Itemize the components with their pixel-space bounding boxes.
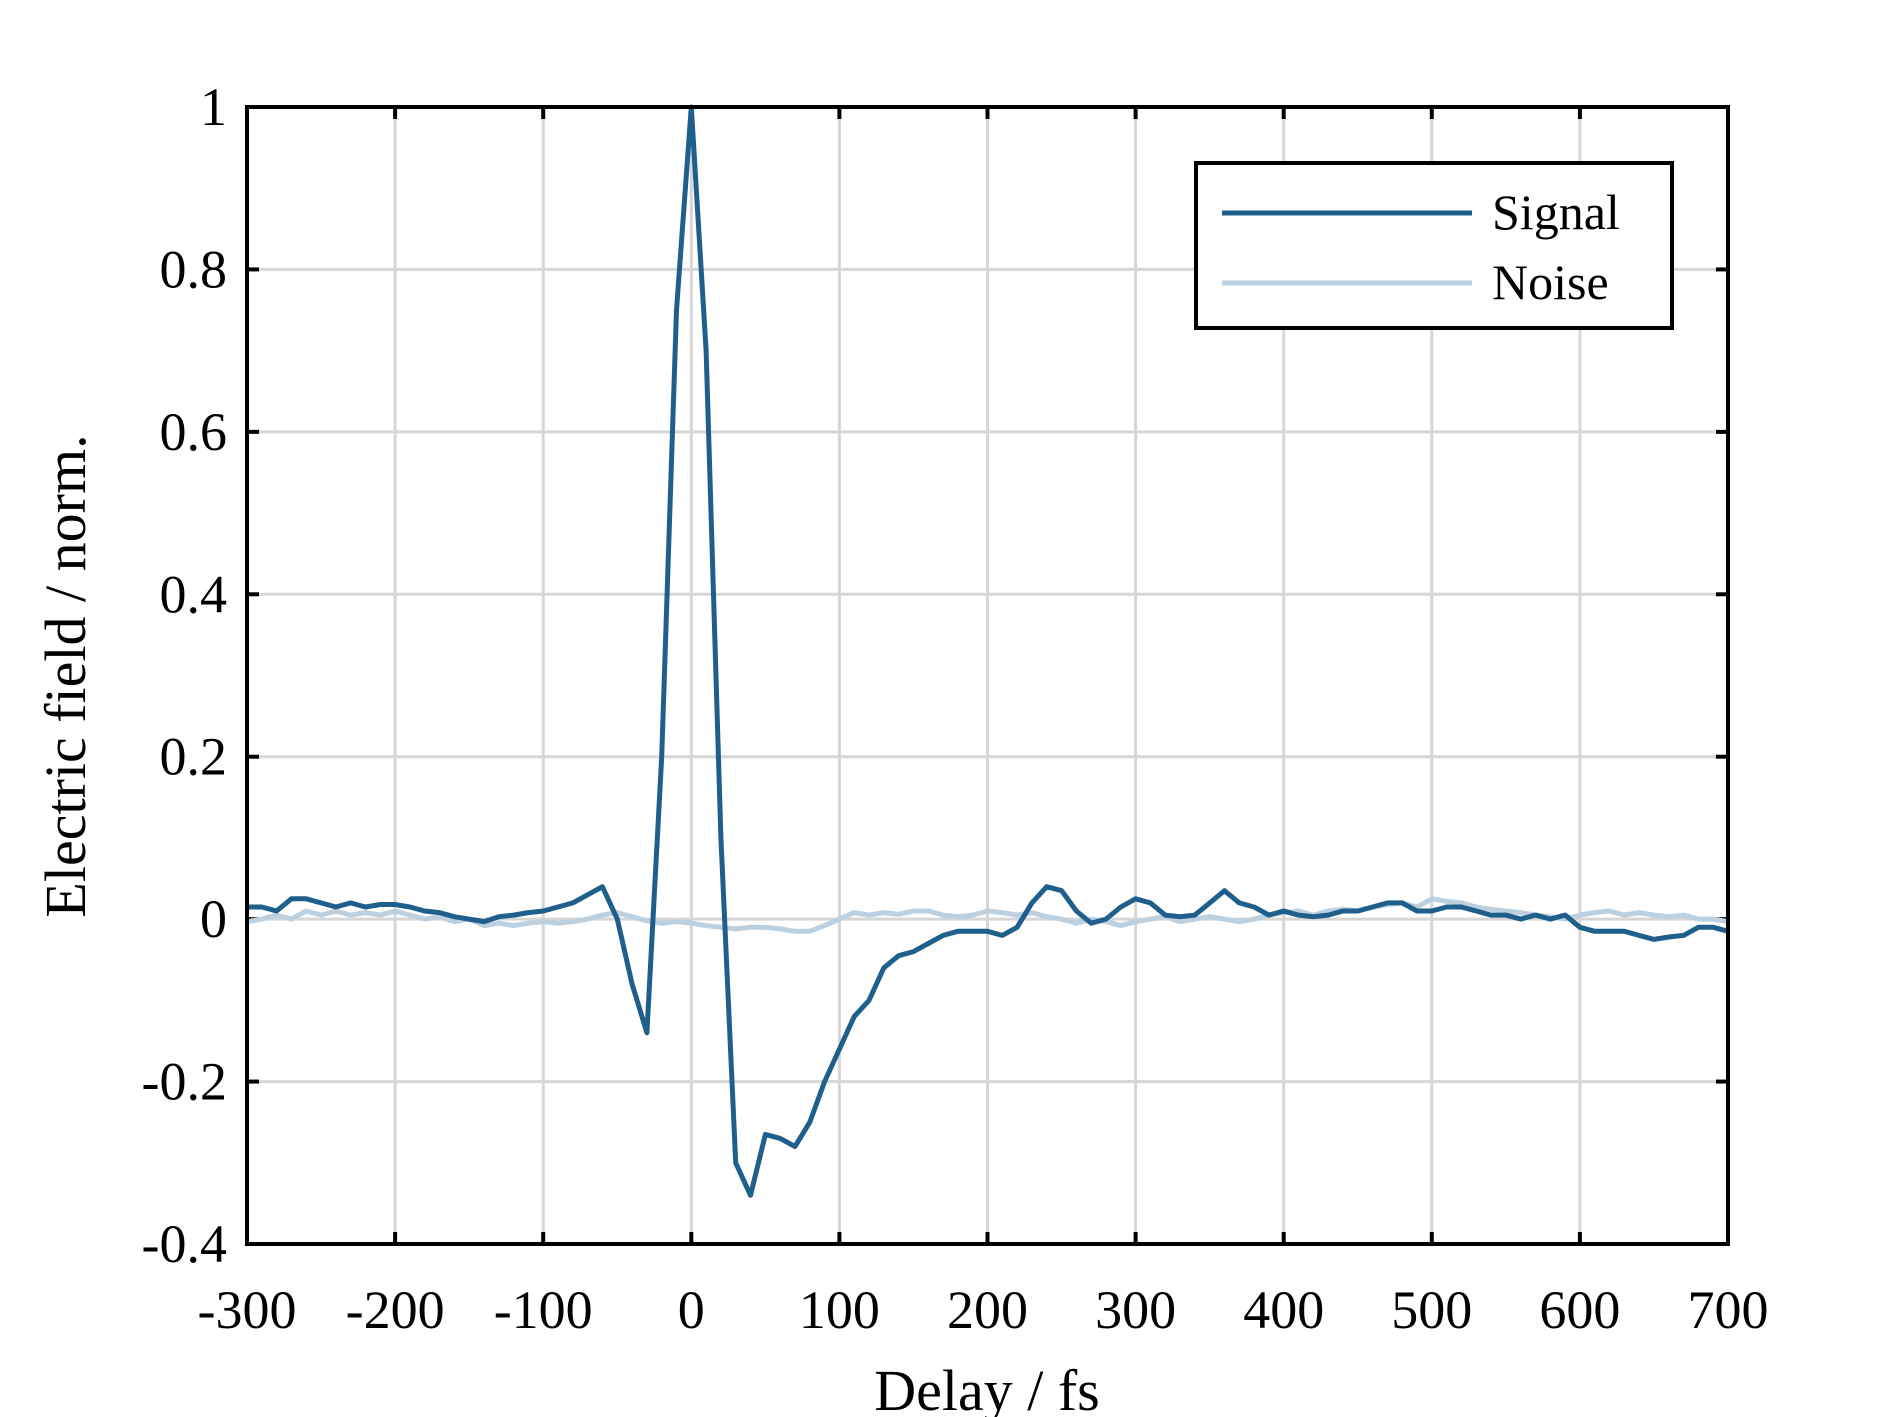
legend-box	[1194, 161, 1674, 330]
y-tick-label: 0.8	[160, 239, 228, 299]
legend-label: Noise	[1492, 254, 1609, 310]
legend: Signal Noise	[1194, 161, 1674, 330]
x-tick-label: -300	[198, 1280, 297, 1340]
series-line	[246, 896, 1729, 934]
y-tick-label: 0.6	[160, 402, 228, 462]
y-tick-label: -0.4	[142, 1214, 227, 1274]
x-tick-label: 0	[678, 1280, 705, 1340]
y-tick-label: -0.2	[142, 1052, 227, 1112]
y-tick-label: 0.4	[160, 564, 228, 624]
y-tick-label: 0	[200, 889, 227, 949]
x-tick-label: 400	[1243, 1280, 1324, 1340]
x-axis-label: Delay / fs	[874, 1358, 1100, 1417]
plot-frame	[245, 105, 1730, 1246]
series-line	[247, 104, 1729, 1198]
y-axis-label: Electric field / norm.	[33, 434, 98, 917]
x-tick-label: -200	[346, 1280, 445, 1340]
legend-label: Signal	[1492, 184, 1620, 240]
y-tick-label: 0.2	[160, 727, 228, 787]
x-tick-label: 100	[799, 1280, 880, 1340]
x-tick-label: 700	[1688, 1280, 1769, 1340]
x-tick-label: -100	[494, 1280, 593, 1340]
x-tick-label: 500	[1391, 1280, 1472, 1340]
y-tick-label: 1	[200, 77, 227, 137]
x-tick-label: 300	[1095, 1280, 1176, 1340]
x-tick-label: 600	[1539, 1280, 1620, 1340]
x-tick-label: 200	[947, 1280, 1028, 1340]
